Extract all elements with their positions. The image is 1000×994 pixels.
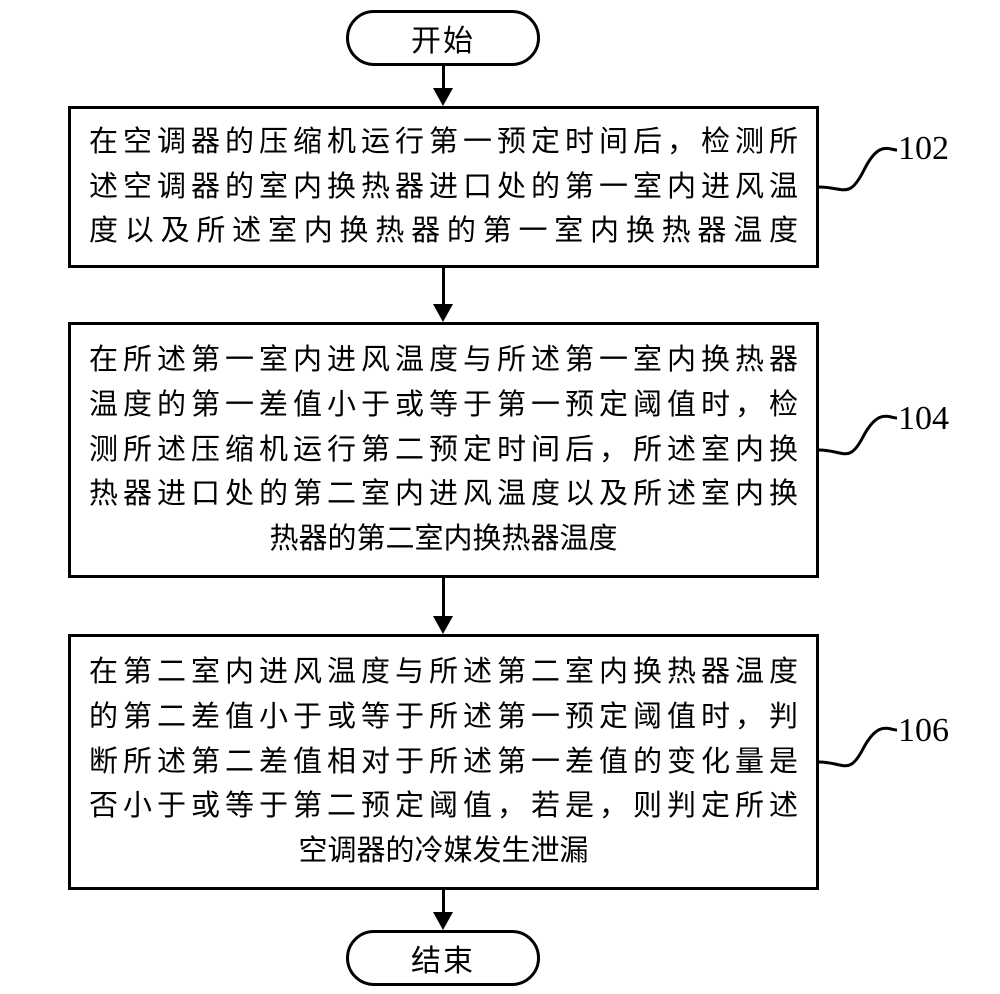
edge-step1-step2-head bbox=[433, 304, 453, 322]
step3-line3: 断所述第二差值相对于所述第一差值的变化量是 bbox=[89, 740, 798, 785]
step2-line4: 热器进口处的第二室内进风温度以及所述室内换 bbox=[89, 472, 798, 517]
label-connector-104 bbox=[819, 400, 909, 480]
start-label: 开始 bbox=[411, 16, 475, 60]
flowchart-canvas: 开始 在空调器的压缩机运行第一预定时间后，检测所 述空调器的室内换热器进口处的第… bbox=[0, 0, 1000, 994]
process-step-102: 在空调器的压缩机运行第一预定时间后，检测所 述空调器的室内换热器进口处的第一室内… bbox=[68, 106, 819, 268]
edge-start-step1-head bbox=[433, 88, 453, 106]
process-step-106-text: 在第二室内进风温度与所述第二室内换热器温度 的第二差值小于或等于所述第一预定阈值… bbox=[89, 650, 798, 875]
step2-line5: 热器的第二室内换热器温度 bbox=[89, 517, 798, 562]
label-connector-106 bbox=[819, 712, 909, 792]
step-label-106: 106 bbox=[898, 712, 949, 750]
step3-line4: 否小于或等于第二预定阈值，若是，则判定所述 bbox=[89, 784, 798, 829]
step2-line3: 测所述压缩机运行第二预定时间后，所述室内换 bbox=[89, 428, 798, 473]
edge-step3-end bbox=[442, 890, 445, 914]
end-label: 结束 bbox=[411, 936, 475, 980]
step-label-102: 102 bbox=[898, 130, 949, 168]
process-step-102-text: 在空调器的压缩机运行第一预定时间后，检测所 述空调器的室内换热器进口处的第一室内… bbox=[89, 120, 798, 255]
edge-step3-end-head bbox=[433, 912, 453, 930]
edge-start-step1 bbox=[442, 66, 445, 90]
edge-step1-step2 bbox=[442, 268, 445, 306]
step1-line1: 在空调器的压缩机运行第一预定时间后，检测所 bbox=[89, 120, 798, 165]
step-label-104: 104 bbox=[898, 400, 949, 438]
step3-line1: 在第二室内进风温度与所述第二室内换热器温度 bbox=[89, 650, 798, 695]
step2-line2: 温度的第一差值小于或等于第一预定阈值时，检 bbox=[89, 383, 798, 428]
process-step-104-text: 在所述第一室内进风温度与所述第一室内换热器 温度的第一差值小于或等于第一预定阈值… bbox=[89, 338, 798, 563]
end-node: 结束 bbox=[346, 930, 540, 986]
step3-line2: 的第二差值小于或等于所述第一预定阈值时，判 bbox=[89, 695, 798, 740]
step1-line2: 述空调器的室内换热器进口处的第一室内进风温 bbox=[89, 165, 798, 210]
edge-step2-step3-head bbox=[433, 616, 453, 634]
process-step-106: 在第二室内进风温度与所述第二室内换热器温度 的第二差值小于或等于所述第一预定阈值… bbox=[68, 634, 819, 890]
start-node: 开始 bbox=[346, 10, 540, 66]
step3-line5: 空调器的冷媒发生泄漏 bbox=[89, 829, 798, 874]
process-step-104: 在所述第一室内进风温度与所述第一室内换热器 温度的第一差值小于或等于第一预定阈值… bbox=[68, 322, 819, 578]
step1-line3: 度以及所述室内换热器的第一室内换热器温度 bbox=[89, 209, 798, 254]
edge-step2-step3 bbox=[442, 578, 445, 618]
label-connector-102 bbox=[819, 130, 909, 210]
step2-line1: 在所述第一室内进风温度与所述第一室内换热器 bbox=[89, 338, 798, 383]
